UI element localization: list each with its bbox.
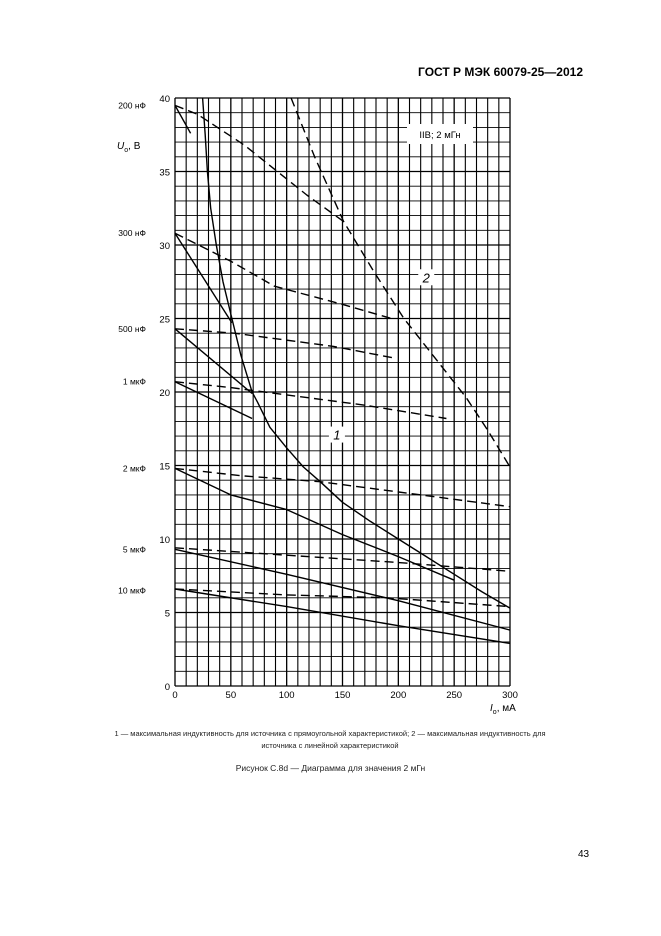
- y-tick-label: 15: [159, 462, 170, 473]
- curve-1: [201, 97, 511, 609]
- curve-label: 1: [333, 428, 340, 443]
- y-axis-unit: , В: [128, 141, 141, 152]
- curve-2: [290, 97, 511, 468]
- tick-labels: 0 50 100 150 200 250 300 0 5 10 15 20 25 30 35 40: [159, 94, 518, 701]
- linear-source-line: [174, 381, 447, 420]
- rectangular-source-line: [174, 548, 511, 631]
- legend: 1 — максимальная индуктивность для источ…: [30, 728, 630, 752]
- curve-label-bg: [328, 426, 345, 443]
- curve-labels: 12: [328, 269, 435, 443]
- capacitance-label: 5 мкФ: [123, 544, 146, 554]
- y-axis-symbol: U: [117, 141, 125, 152]
- y-axis-label: Uo, В: [117, 141, 141, 154]
- standard-header: ГОСТ Р МЭК 60079-25—2012: [418, 65, 583, 79]
- rectangular-source-line: [174, 105, 192, 134]
- linear-source-line: [174, 588, 511, 608]
- capacitance-label: 1 мкФ: [123, 377, 146, 387]
- x-axis-subscript: o: [493, 709, 497, 716]
- chart-title: IIB; 2 мГн: [419, 130, 460, 141]
- capacitance-label: 500 нФ: [118, 324, 146, 334]
- y-tick-label: 40: [159, 94, 170, 105]
- capacitance-label: 2 мкФ: [123, 463, 146, 473]
- x-tick-label: 200: [390, 690, 406, 701]
- y-axis-subscript: o: [124, 147, 128, 154]
- rectangular-source-line: [174, 328, 253, 395]
- rectangular-source-line: [174, 381, 253, 420]
- x-tick-label: 300: [502, 690, 518, 701]
- x-axis-label: Io, мА: [490, 703, 516, 716]
- page-number: 43: [578, 849, 590, 860]
- x-axis-unit: , мА: [497, 703, 516, 714]
- curve-label-bg: [418, 269, 435, 286]
- series-group: [174, 97, 511, 645]
- y-tick-label: 25: [159, 315, 170, 326]
- rectangular-source-line: [174, 232, 233, 324]
- figure-caption: Рисунок С.8d — Диаграмма для значения 2 …: [235, 763, 426, 773]
- y-tick-label: 5: [165, 609, 170, 620]
- x-tick-label: 0: [172, 690, 177, 701]
- x-tick-label: 250: [446, 690, 462, 701]
- y-tick-label: 10: [159, 535, 170, 546]
- y-tick-label: 0: [165, 682, 170, 693]
- curve-label: 2: [422, 270, 431, 285]
- x-tick-label: 100: [279, 690, 295, 701]
- linear-source-line: [174, 328, 396, 359]
- title-box-bg: [407, 124, 473, 144]
- y-tick-label: 35: [159, 168, 170, 179]
- linear-source-line: [174, 232, 392, 320]
- x-tick-label: 150: [335, 690, 351, 701]
- y-tick-label: 20: [159, 388, 170, 399]
- title-box: IIB; 2 мГн: [407, 124, 473, 144]
- linear-source-line: [174, 104, 345, 223]
- x-axis-symbol: I: [490, 703, 493, 714]
- grid: [174, 97, 511, 687]
- x-tick-label: 50: [226, 690, 237, 701]
- y-tick-label: 30: [159, 241, 170, 252]
- linear-source-line: [174, 467, 511, 508]
- rectangular-source-line: [174, 467, 455, 581]
- capacitance-label: 300 нФ: [118, 228, 146, 238]
- capacitance-label: 200 нФ: [118, 100, 146, 110]
- legend-line-2: источника с линейной характеристикой: [261, 741, 399, 750]
- capacitance-label: 10 мкФ: [118, 585, 146, 595]
- capacitance-labels: 200 нФ 300 нФ 500 нФ 1 мкФ 2 мкФ 5 мкФ 10 мкФ: [118, 100, 146, 595]
- rectangular-source-line: [174, 588, 511, 645]
- legend-line-1: 1 — максимальная индуктивность для источ…: [114, 729, 546, 738]
